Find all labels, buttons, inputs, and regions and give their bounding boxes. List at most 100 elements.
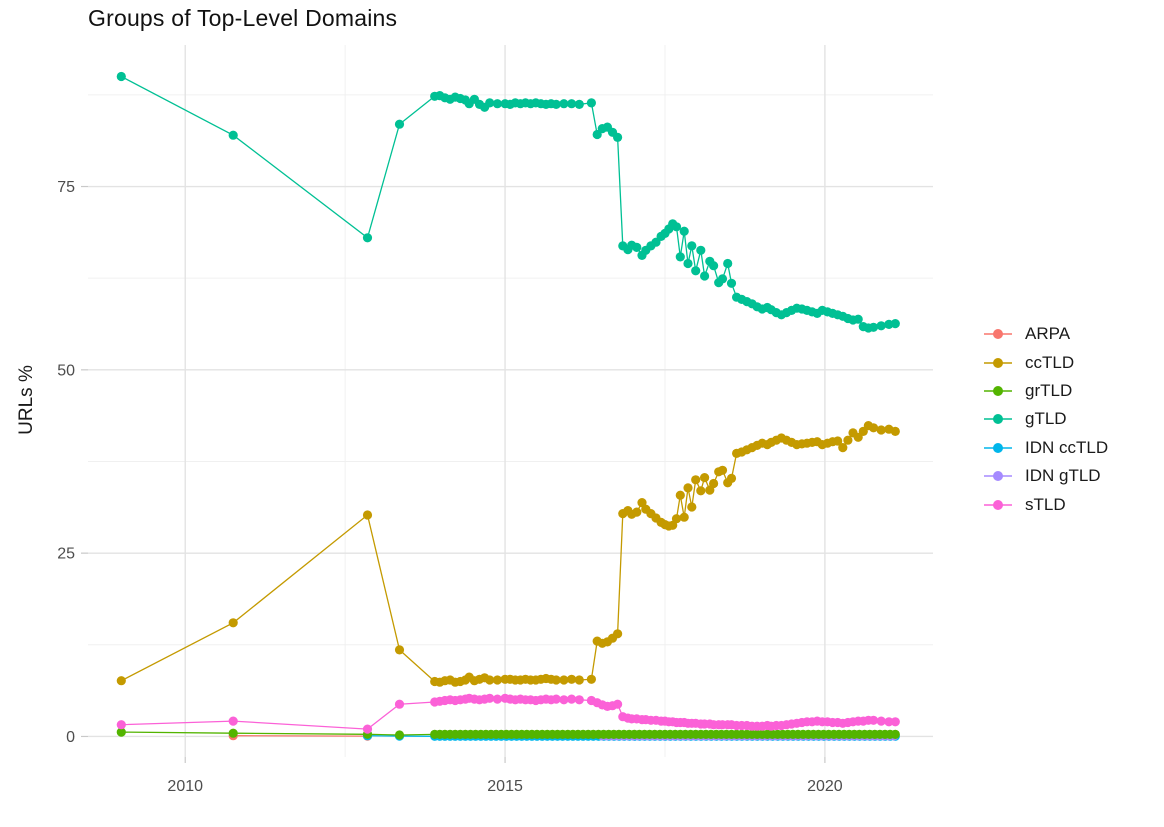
- data-point: [868, 322, 879, 332]
- data-point: [485, 98, 495, 108]
- data-point: [679, 226, 689, 236]
- legend: ARPA ccTLD grTLD gTLD: [983, 320, 1108, 519]
- data-point: [362, 510, 373, 520]
- data-point: [116, 727, 126, 737]
- y-tick-label: 25: [57, 546, 75, 563]
- data-point: [559, 99, 569, 109]
- chart-title: Groups of Top-Level Domains: [88, 5, 398, 31]
- legend-item-gTLD: gTLD: [983, 405, 1108, 433]
- data-point: [687, 241, 697, 251]
- data-point: [700, 473, 710, 483]
- data-point: [485, 693, 495, 703]
- gridlines-major: [88, 45, 933, 757]
- data-point: [394, 119, 405, 129]
- legend-key-icon: [984, 385, 1012, 396]
- data-point: [559, 675, 569, 685]
- y-tick-label: 75: [57, 179, 75, 196]
- data-point: [691, 475, 701, 485]
- data-point: [876, 321, 886, 331]
- legend-item-grTLD: grTLD: [983, 377, 1108, 405]
- data-point: [492, 99, 502, 109]
- data-point: [574, 695, 584, 705]
- legend-key-icon: [984, 357, 1012, 368]
- data-point: [691, 266, 701, 276]
- series-grTLD: [116, 727, 900, 740]
- data-point: [394, 730, 405, 740]
- data-point: [853, 314, 863, 324]
- legend-key-icon: [984, 414, 1012, 425]
- data-point: [890, 729, 900, 740]
- data-point: [696, 486, 706, 496]
- data-point: [228, 716, 238, 726]
- data-point: [884, 717, 894, 727]
- data-point: [717, 274, 728, 284]
- data-point: [675, 490, 685, 500]
- data-point: [890, 319, 900, 329]
- data-point: [679, 512, 689, 522]
- data-point: [613, 699, 623, 709]
- data-point: [868, 423, 879, 433]
- data-point: [717, 465, 728, 475]
- data-point: [586, 98, 597, 108]
- data-point: [876, 716, 886, 726]
- data-point: [492, 694, 502, 704]
- data-point: [675, 252, 685, 262]
- data-point: [574, 99, 584, 109]
- data-point: [574, 675, 584, 685]
- data-point: [843, 435, 853, 445]
- legend-key-icon: [984, 499, 1012, 510]
- legend-item-label: IDN gTLD: [1025, 466, 1101, 486]
- legend-key-icon: [984, 329, 1012, 340]
- legend-item-label: gTLD: [1025, 409, 1067, 429]
- data-point: [116, 676, 126, 686]
- data-point: [868, 715, 879, 725]
- data-point: [228, 618, 238, 628]
- data-point: [551, 99, 561, 109]
- data-point: [632, 507, 642, 517]
- legend-item-ccTLD: ccTLD: [983, 348, 1108, 376]
- data-point: [687, 502, 697, 512]
- data-point: [833, 436, 843, 446]
- data-point: [890, 426, 900, 436]
- data-point: [723, 258, 733, 269]
- data-point: [362, 724, 373, 734]
- legend-item-label: grTLD: [1025, 380, 1073, 400]
- legend-item-label: ccTLD: [1025, 352, 1075, 372]
- legend-item-IDN-ccTLD: IDN ccTLD: [983, 434, 1108, 462]
- legend-key-icon: [984, 471, 1012, 482]
- data-point: [551, 694, 561, 704]
- legend-item-IDN-gTLD: IDN gTLD: [983, 462, 1108, 490]
- data-point: [559, 695, 569, 705]
- data-point: [362, 233, 373, 243]
- data-point: [696, 245, 706, 255]
- legend-item-label: ARPA: [1025, 324, 1071, 344]
- legend-item-sTLD: sTLD: [983, 490, 1108, 518]
- x-tick-label: 2015: [487, 778, 523, 795]
- data-point: [671, 222, 682, 232]
- data-point: [485, 675, 495, 685]
- data-point: [228, 130, 238, 140]
- legend-item-ARPA: ARPA: [983, 320, 1108, 348]
- data-point: [394, 645, 405, 655]
- data-point: [700, 271, 710, 281]
- series-sTLD: [116, 693, 900, 734]
- data-point: [228, 728, 238, 738]
- data-point: [683, 483, 693, 493]
- gridlines-minor: [88, 45, 933, 757]
- series-ccTLD: [116, 421, 900, 687]
- y-tick-label: 0: [66, 729, 75, 746]
- data-point: [492, 675, 502, 685]
- data-point: [890, 717, 900, 727]
- data-point: [551, 675, 561, 685]
- data-point: [567, 694, 577, 704]
- data-point: [586, 674, 597, 684]
- data-point: [683, 258, 693, 269]
- x-tick-label: 2010: [167, 778, 203, 795]
- data-point: [709, 478, 719, 489]
- data-point: [726, 473, 737, 483]
- axes: 2010 2015 2020 0 25 50 75: [57, 179, 843, 795]
- data-point: [838, 443, 848, 453]
- x-tick-label: 2020: [807, 778, 843, 795]
